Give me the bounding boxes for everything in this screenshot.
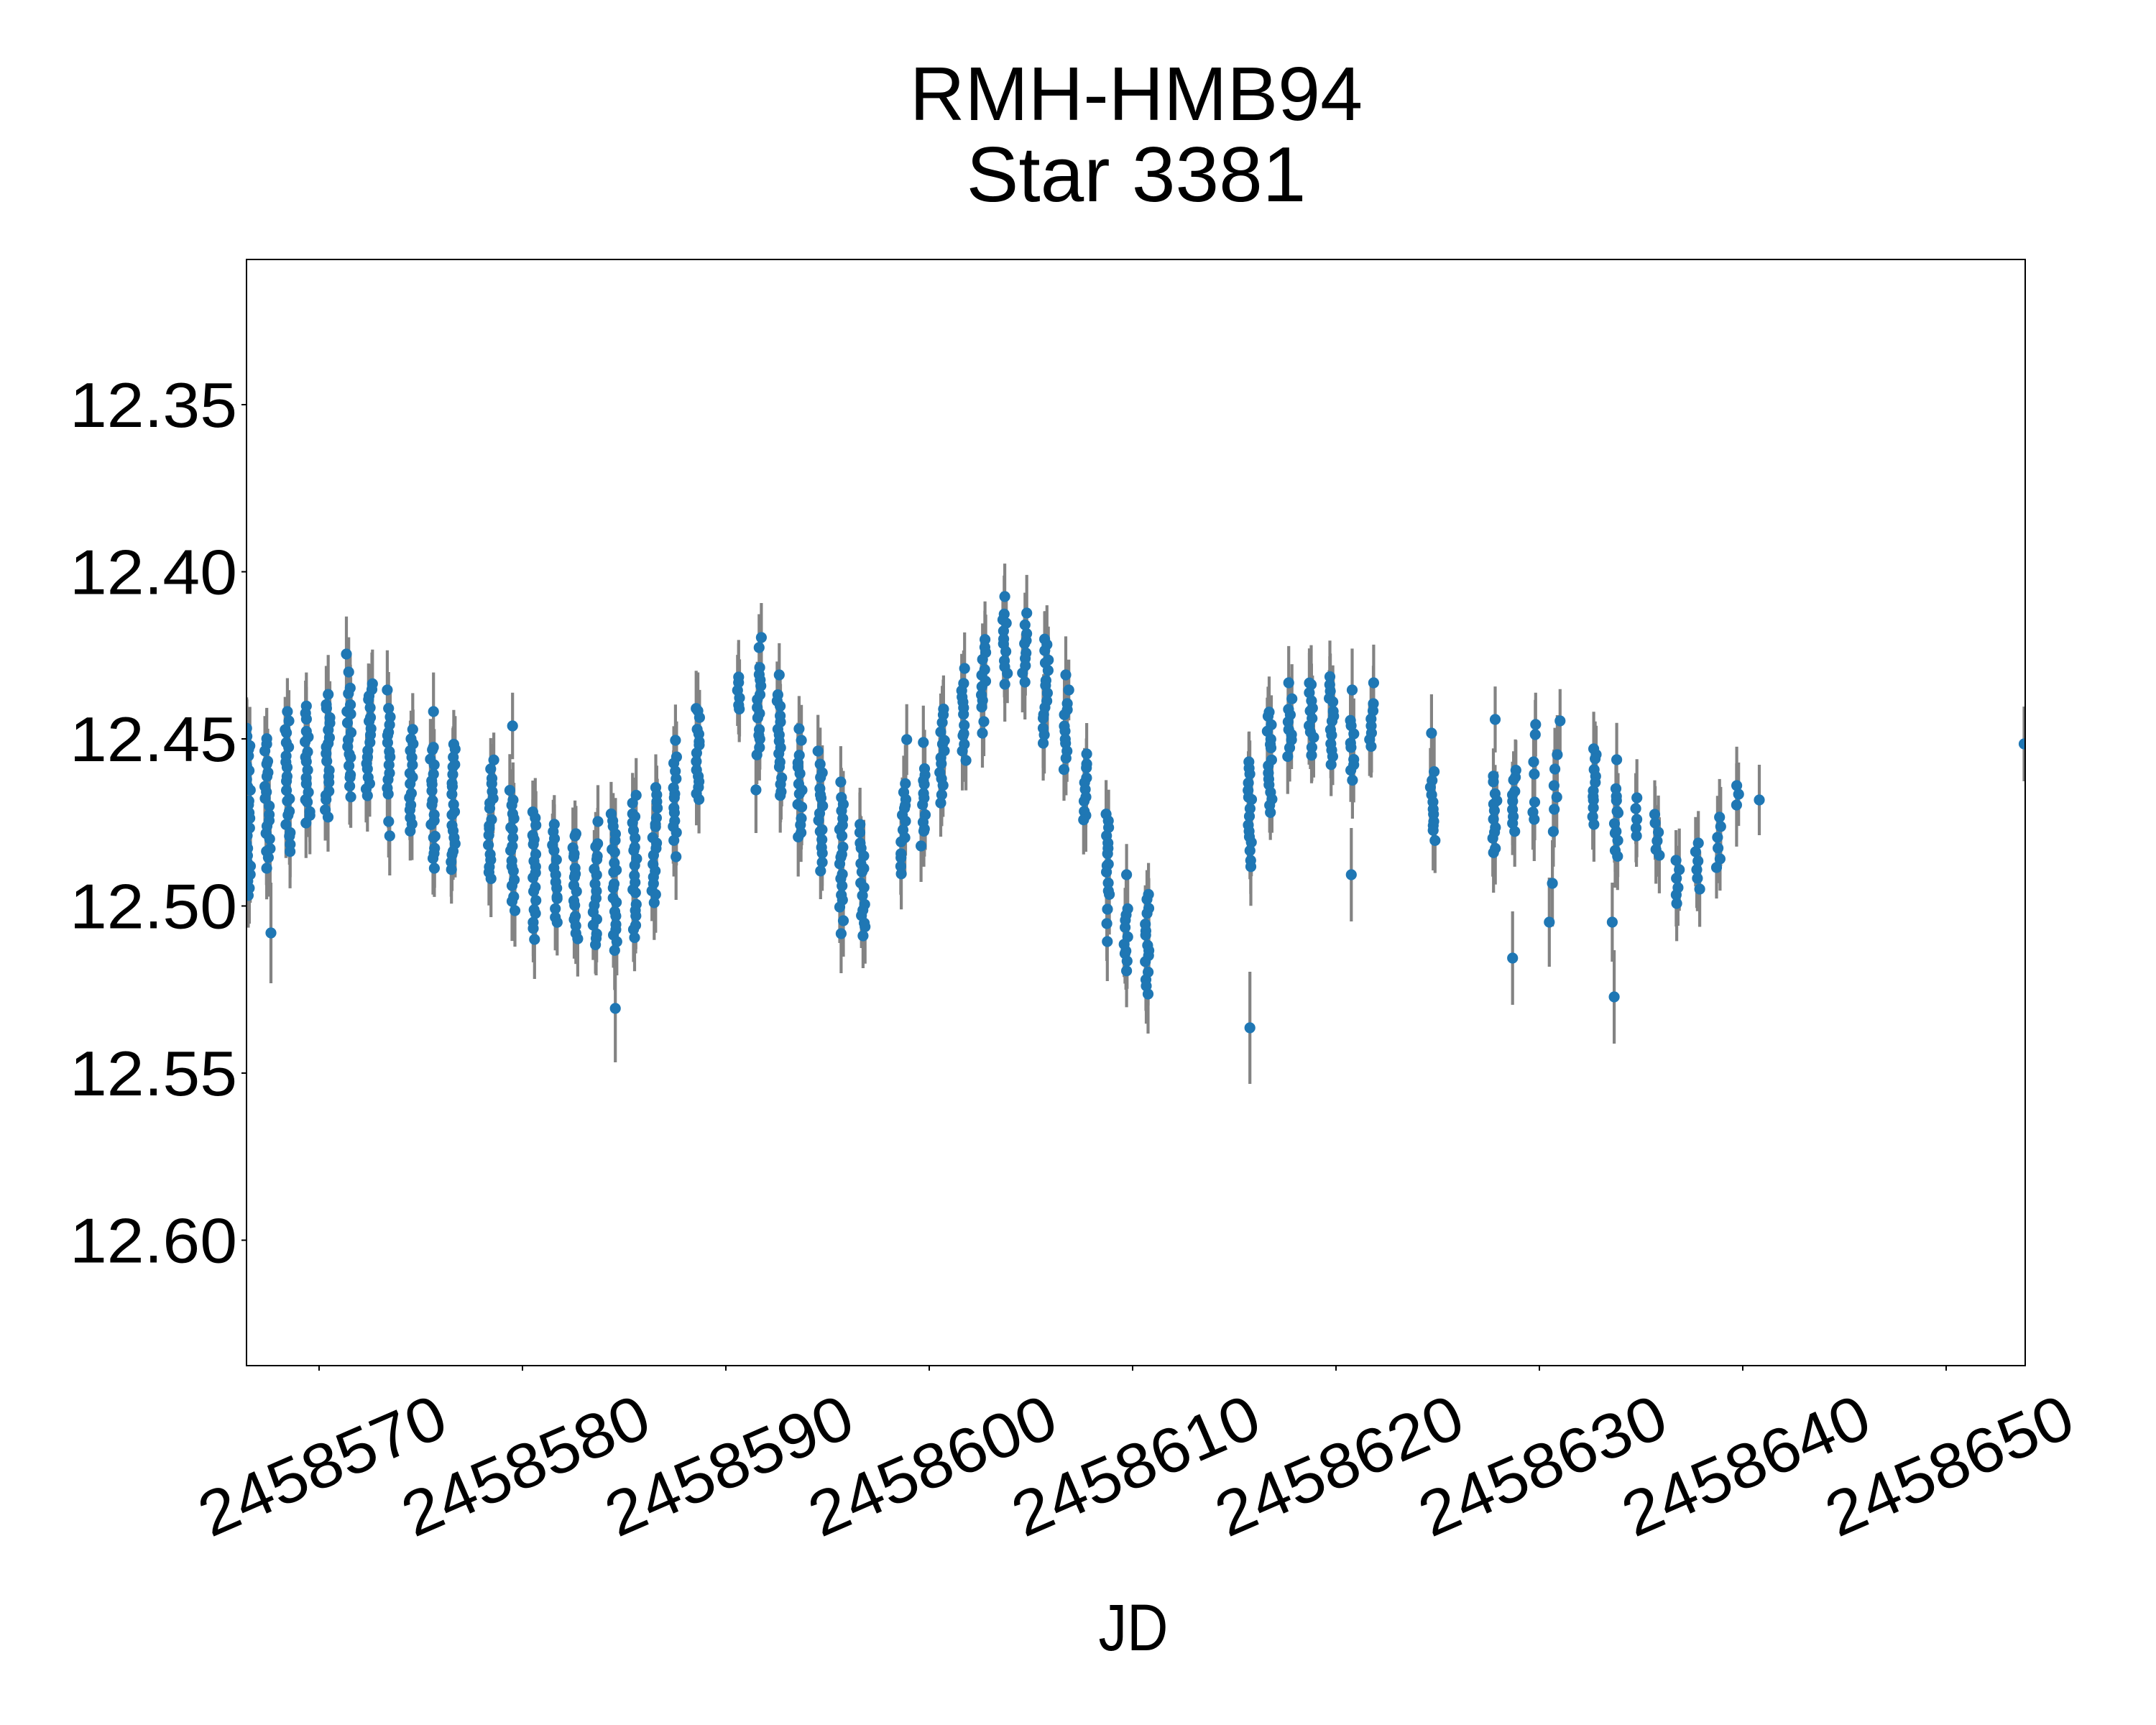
svg-text:12.45: 12.45 — [70, 704, 237, 775]
svg-text:12.35: 12.35 — [70, 369, 237, 441]
svg-text:Star 3381: Star 3381 — [967, 131, 1307, 218]
svg-text:RMH-HMB94: RMH-HMB94 — [910, 52, 1363, 137]
svg-text:12.55: 12.55 — [70, 1038, 237, 1109]
svg-text:12.50: 12.50 — [70, 871, 237, 942]
svg-text:12.40: 12.40 — [70, 537, 237, 608]
svg-text:12.60: 12.60 — [70, 1205, 237, 1276]
svg-text:JD: JD — [1099, 1591, 1169, 1665]
